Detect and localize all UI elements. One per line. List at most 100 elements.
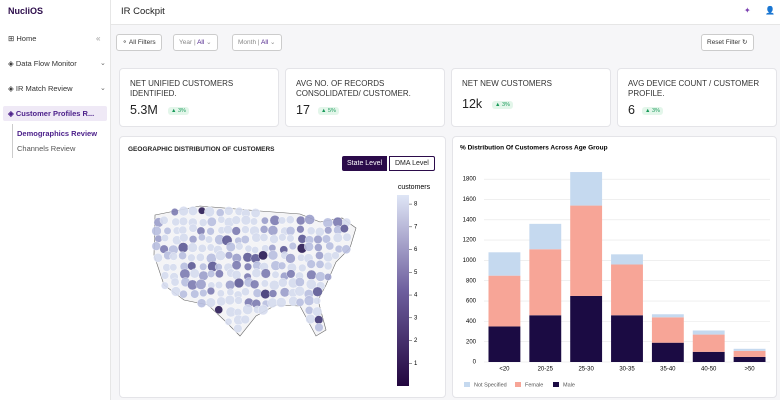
map-dot	[277, 261, 287, 270]
map-dot	[206, 286, 215, 296]
kpi-change: ▲ 3%	[168, 107, 189, 115]
map-dot	[268, 250, 279, 261]
icon[interactable]: 👤	[765, 6, 775, 15]
kpi-label: NET UNIFIED CUSTOMERS IDENTIFIED.	[130, 79, 234, 98]
map-dot	[250, 217, 258, 226]
map-dot	[196, 253, 205, 262]
dropdown[interactable]: Year | All ⌄	[173, 34, 218, 51]
change-value: 5%	[327, 108, 336, 114]
kpi-card: NET NEW CUSTOMERS 12k ▲ 3%	[451, 68, 611, 127]
map-dot	[179, 289, 188, 299]
colorbar-label: 1	[414, 361, 418, 367]
map-dot	[199, 262, 208, 271]
tree-line	[12, 124, 13, 158]
y-tick-label: 1000	[463, 258, 477, 264]
filter-button[interactable]: ⚬ All Filters	[116, 34, 162, 51]
kpi-change: ▲ 3%	[642, 107, 663, 115]
x-tick-label: <20	[499, 367, 510, 373]
nav-item[interactable]: ◈ Data Flow Monitor	[8, 59, 77, 68]
map-dot	[325, 241, 335, 251]
map-dot	[313, 234, 323, 244]
map-dot	[198, 233, 206, 242]
map-dot	[288, 242, 297, 251]
map-dot	[188, 235, 198, 244]
bar-segment	[733, 356, 766, 362]
x-tick-label: 30-35	[619, 367, 635, 373]
map-dot	[206, 227, 215, 236]
map-dot	[231, 215, 241, 225]
map-dot	[177, 242, 189, 253]
y-tick-label: 1200	[463, 238, 477, 244]
map-dot	[188, 223, 198, 233]
map-dot	[269, 234, 279, 244]
nav-item[interactable]: ◈ IR Match Review	[8, 84, 73, 93]
map-dot	[234, 296, 243, 305]
map-dot	[306, 226, 316, 236]
sub-item[interactable]: Demographics Review	[17, 129, 98, 138]
collapse[interactable]: «	[96, 34, 101, 43]
map-dot	[314, 322, 324, 332]
map-dot	[286, 269, 296, 279]
map-dot	[240, 235, 250, 244]
label: Month |	[238, 39, 260, 46]
colorbar-label: 3	[414, 315, 418, 321]
map-dot	[217, 215, 226, 224]
panel-title: GEOGRAPHIC DISTRIBUTION OF CUSTOMERS	[128, 146, 275, 153]
map-dot	[224, 317, 233, 326]
toggle[interactable]: DMA Level	[389, 156, 435, 171]
map-dot	[199, 288, 208, 298]
legend-label: Male	[563, 382, 575, 388]
y-tick-label: 1800	[463, 177, 477, 183]
map-dot	[170, 208, 179, 216]
y-tick-label: 600	[466, 299, 477, 305]
change-value: 3%	[501, 102, 510, 108]
map-dot	[315, 251, 324, 260]
sub-item[interactable]: Channels Review	[17, 144, 76, 153]
colorbar-label: 5	[414, 270, 418, 276]
map-dot	[243, 262, 252, 271]
kpi-value: 17	[296, 103, 310, 117]
map-dot	[267, 225, 279, 236]
logo[interactable]: NucliOS	[8, 6, 44, 16]
map-dot	[235, 242, 244, 251]
map-dot	[240, 314, 250, 325]
legend-swatch	[553, 382, 559, 387]
map-dot	[259, 225, 269, 234]
reset-button[interactable]: Reset Filter ↻	[701, 34, 754, 51]
map-dot	[314, 243, 323, 252]
map-dot	[215, 250, 226, 261]
map-dot	[278, 216, 286, 225]
map-dot	[303, 295, 315, 306]
map-dot	[178, 225, 188, 235]
map-dot	[241, 225, 250, 234]
label: Reset Filter	[707, 39, 741, 46]
map-dot	[224, 294, 235, 306]
map-dot	[205, 235, 213, 244]
bar-segment	[692, 351, 725, 362]
map-dot	[332, 232, 343, 243]
map-dot	[257, 304, 269, 316]
toggle[interactable]: State Level	[342, 156, 388, 171]
y-tick-label: 0	[473, 360, 477, 366]
nav-item[interactable]: ⊞ Home	[8, 34, 37, 43]
map-dot	[161, 234, 169, 242]
map-dot	[153, 252, 163, 263]
change-value: 3%	[651, 108, 660, 114]
map-dot	[305, 313, 316, 325]
map-dot	[315, 271, 326, 282]
map-dot	[233, 323, 243, 333]
dropdown[interactable]: Month | All ⌄	[232, 34, 282, 51]
nav-item[interactable]: ◈ Customer Profiles R...	[8, 109, 95, 118]
map-dot	[169, 263, 178, 272]
legend-label: Female	[525, 382, 543, 388]
map-dot	[206, 216, 217, 227]
y-tick-label: 800	[466, 278, 477, 284]
chevron: ⌄	[100, 85, 106, 92]
map-dot	[231, 226, 241, 236]
map-dot	[179, 233, 189, 243]
map-dot	[215, 208, 225, 217]
map-dot	[160, 271, 170, 280]
map-dot	[242, 304, 254, 315]
icon[interactable]: ✦	[744, 6, 751, 15]
